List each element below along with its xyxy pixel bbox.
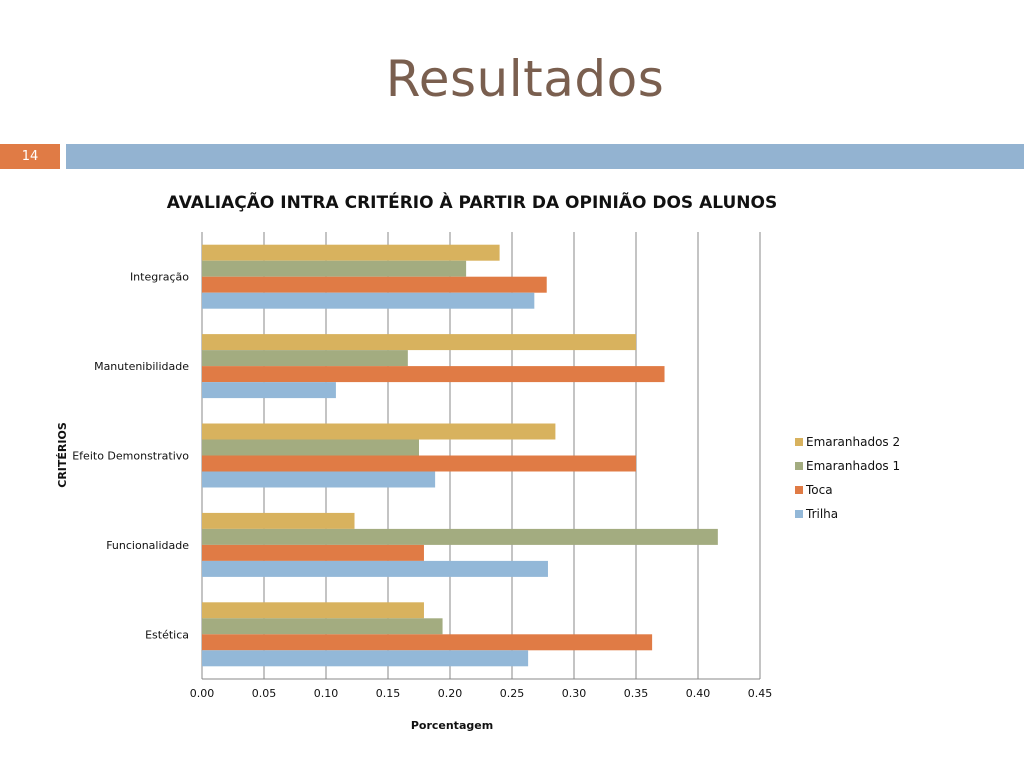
slide-number: 14 [21, 149, 39, 164]
slide-number-box: 14 [0, 144, 60, 169]
bar [202, 334, 636, 351]
bar [202, 618, 443, 635]
legend-swatch [795, 510, 803, 518]
legend-swatch [795, 486, 803, 494]
bar [202, 634, 653, 651]
bar [202, 544, 424, 561]
legend-label: Emaranhados 2 [806, 435, 900, 449]
bar [202, 350, 408, 367]
bar [202, 382, 336, 399]
x-tick-label: 0.45 [748, 687, 773, 700]
bar [202, 455, 636, 472]
legend-swatch [795, 438, 803, 446]
legend-label: Emaranhados 1 [806, 459, 900, 473]
x-tick-label: 0.15 [376, 687, 401, 700]
chart-title: AVALIAÇÃO INTRA CRITÉRIO À PARTIR DA OPI… [167, 190, 777, 213]
legend-label: Toca [805, 483, 833, 497]
bar [202, 292, 535, 309]
x-tick-label: 0.05 [252, 687, 277, 700]
header-band [66, 144, 1024, 169]
category-labels: Integração Manutenibilidade Efeito Demonst… [72, 271, 189, 642]
bar [202, 602, 424, 619]
x-tick-label: 0.35 [624, 687, 649, 700]
x-tick-labels: 0.00 0.05 0.10 0.15 0.20 0.25 0.30 0.35 0.40 0.45 [190, 687, 773, 700]
x-tick-label: 0.40 [686, 687, 711, 700]
bar [202, 650, 529, 667]
category-label: Efeito Demonstrativo [72, 450, 189, 463]
bar [202, 528, 718, 545]
category-label: Integração [130, 271, 189, 284]
bar [202, 276, 547, 293]
category-label: Estética [145, 628, 189, 641]
bars [202, 244, 718, 667]
y-axis-label: CRITÉRIOS [56, 422, 69, 488]
x-tick-label: 0.30 [562, 687, 587, 700]
category-label: Funcionalidade [106, 539, 189, 552]
bar [202, 560, 548, 577]
bar [202, 471, 436, 488]
bar [202, 244, 500, 261]
bar [202, 423, 556, 440]
slide-title: Resultados [385, 50, 665, 108]
x-tick-label: 0.10 [314, 687, 339, 700]
bar [202, 366, 665, 383]
legend-swatch [795, 462, 803, 470]
x-tick-label: 0.25 [500, 687, 525, 700]
x-tick-label: 0.00 [190, 687, 215, 700]
category-label: Manutenibilidade [94, 360, 189, 373]
legend: Emaranhados 2 Emaranhados 1 Toca Trilha [795, 435, 900, 521]
bar [202, 260, 467, 277]
bar [202, 512, 355, 529]
legend-label: Trilha [805, 507, 838, 521]
x-tick-label: 0.20 [438, 687, 463, 700]
bar [202, 439, 419, 456]
x-axis-label: Porcentagem [411, 719, 493, 732]
